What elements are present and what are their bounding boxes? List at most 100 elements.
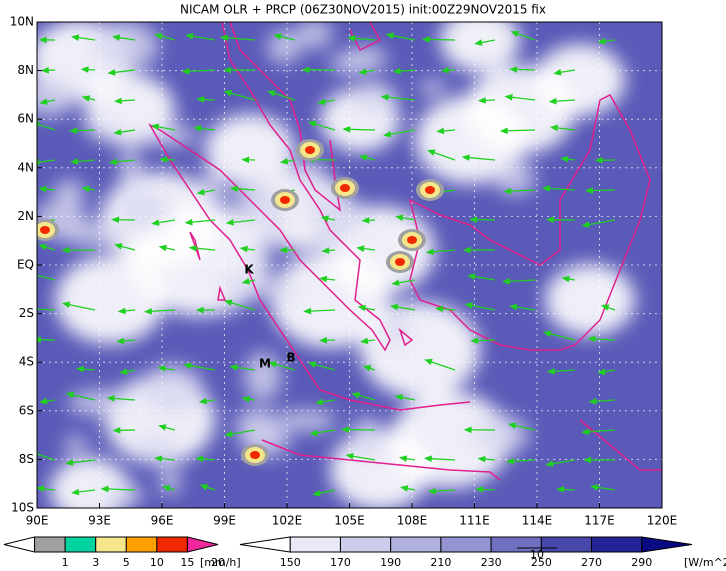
lon-label: 93E [88, 514, 111, 528]
arrow-head [185, 33, 194, 40]
arrow-head [154, 33, 163, 40]
arrow-head [357, 304, 366, 312]
arrow-head [195, 306, 204, 314]
arrow-head [69, 127, 78, 134]
arrow-head [111, 34, 121, 41]
colorbar-label: 150 [280, 556, 301, 569]
arrow-head [229, 364, 238, 371]
arrow-head [107, 69, 116, 76]
lon-label: 96E [151, 514, 174, 528]
arrow-head [395, 214, 404, 222]
lat-label: 10S [11, 501, 34, 515]
arrow-head [427, 149, 436, 156]
rain-cell [250, 451, 260, 459]
arrow-head [196, 188, 205, 196]
rain-cell [340, 184, 350, 192]
arrow-head [542, 330, 552, 338]
arrow-head [560, 155, 569, 163]
arrow-head [597, 37, 606, 45]
arrow-head [461, 154, 470, 161]
arrow-head [106, 395, 115, 402]
arrow-head [507, 422, 517, 429]
lat-label: 8S [19, 452, 34, 466]
arrow-head [119, 368, 128, 375]
arrow-head [39, 98, 48, 105]
cloud [296, 22, 333, 48]
lat-label: 6N [17, 112, 34, 126]
arrow-head [184, 218, 193, 226]
arrow-head [425, 248, 434, 256]
wind-vectors [37, 30, 616, 497]
arrow-head [150, 123, 160, 131]
colorbar-cell [440, 536, 492, 553]
colorbar-cell [540, 536, 593, 553]
arrow-head [462, 246, 471, 254]
arrow-head [113, 128, 122, 136]
arrow-head [421, 36, 430, 43]
arrow-head [541, 185, 550, 192]
rain-cell [407, 236, 417, 244]
colorbar-cell [591, 536, 643, 553]
cloud [348, 81, 397, 115]
arrow-head [561, 275, 570, 283]
arrow-head [80, 66, 89, 73]
arrow-head [71, 34, 80, 41]
lon-label: 102E [272, 514, 303, 528]
arrow-head [199, 484, 209, 491]
colorbar-label: 290 [631, 556, 652, 569]
arrow-head [38, 36, 47, 44]
wind-arrow [37, 308, 56, 311]
colorbar-end [3, 536, 36, 553]
lat-label: 10N [10, 15, 34, 29]
arrow-head [509, 66, 518, 73]
arrow-head [588, 397, 597, 405]
cloud [471, 415, 530, 455]
arrow-head [600, 304, 610, 311]
arrow-head [362, 365, 372, 372]
arrow-head [196, 96, 205, 103]
arrow-head [503, 187, 512, 195]
arrow-head [583, 456, 592, 464]
colorbar-label: 20 [211, 556, 225, 569]
arrow-head [546, 368, 555, 375]
cloud [83, 119, 127, 140]
colorbar-label: 250 [531, 556, 552, 569]
arrow-head [361, 217, 370, 224]
arrow-head [154, 455, 163, 463]
arrow-head [499, 127, 508, 135]
arrow-head [464, 302, 473, 309]
arrow-head [65, 459, 74, 466]
lon-label: 105E [334, 514, 365, 528]
arrow-head [392, 67, 401, 75]
arrow-head [37, 271, 38, 275]
arrow-head [268, 361, 277, 368]
arrow-head [40, 66, 49, 74]
arrow-head [158, 244, 167, 252]
colorbar-unit: [W/m^2] [684, 556, 726, 569]
cloud [140, 364, 204, 416]
rain-cell [425, 186, 435, 194]
arrow-head [587, 335, 596, 343]
colorbar-cell [34, 536, 66, 553]
arrow-head [100, 485, 109, 493]
colorbar-cell [390, 536, 442, 553]
arrow-head [585, 187, 593, 194]
lon-label: 108E [397, 514, 428, 528]
arrow-head [159, 156, 168, 163]
arrow-head [318, 275, 328, 283]
wind-arrow [37, 123, 56, 131]
arrow-head [351, 392, 361, 399]
arrow-head [474, 39, 483, 46]
cloud [440, 22, 520, 72]
arrow-head [545, 460, 554, 467]
arrow-head [360, 337, 369, 345]
cloud [418, 79, 447, 96]
arrow-head [315, 398, 324, 406]
lon-label: 99E [213, 514, 236, 528]
arrow-head [470, 337, 479, 344]
rain-cell [305, 146, 315, 154]
arrow-head [469, 216, 478, 223]
lat-label: EQ [17, 258, 34, 272]
colorbar-label: 190 [380, 556, 401, 569]
